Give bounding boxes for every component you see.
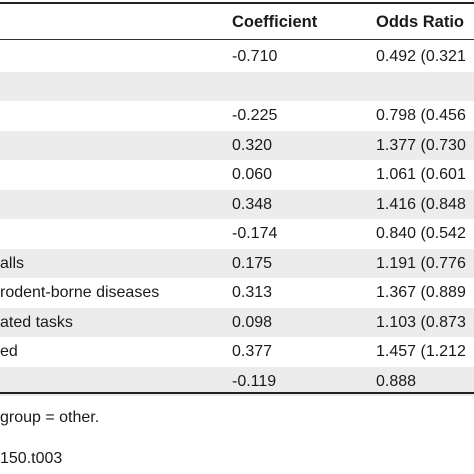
row-label: ated tasks (0, 313, 73, 331)
coefficient-cell: 0.320 (232, 136, 273, 154)
coefficient-cell: -0.225 (232, 107, 278, 124)
table-row: 0.348 1.416 (0.848 (0, 189, 474, 219)
table-row: 0.320 1.377 (0.730 (0, 130, 474, 160)
coefficient-cell: 0.060 (232, 166, 273, 183)
odds-ratio-cell: 1.457 (1.212 (376, 343, 466, 360)
table-footnote: group = other. (0, 409, 100, 426)
top-rule (0, 2, 474, 4)
table-body: -0.710 0.492 (0.321 -0.225 0.798 (0.456 0.32… (0, 42, 474, 396)
coefficient-cell: 0.313 (232, 284, 273, 301)
odds-ratio-cell: 1.377 (0.730 (376, 136, 466, 154)
table-row: -0.225 0.798 (0.456 (0, 101, 474, 131)
odds-ratio-cell: 1.191 (0.776 (376, 254, 466, 272)
coefficient-cell: 0.175 (232, 254, 273, 272)
table-row: ated tasks 0.098 1.103 (0.873 (0, 307, 474, 337)
odds-ratio-cell: 1.103 (0.873 (376, 313, 466, 331)
odds-ratio-cell: 1.416 (0.848 (376, 195, 466, 213)
table-row: alls 0.175 1.191 (0.776 (0, 248, 474, 278)
coefficient-cell: 0.098 (232, 313, 273, 331)
header-odds-ratio: Odds Ratio (376, 13, 465, 31)
coefficient-cell: -0.119 (232, 372, 277, 390)
bottom-rule (0, 392, 474, 394)
coefficient-cell: -0.710 (232, 48, 278, 65)
odds-ratio-cell: 1.367 (0.889 (376, 284, 466, 301)
header-coefficient: Coefficient (232, 13, 318, 31)
row-label: ed (0, 343, 18, 360)
table-row (0, 71, 474, 101)
table-row: ed 0.377 1.457 (1.212 (0, 337, 474, 367)
row-label: rodent-borne diseases (0, 284, 160, 301)
coefficient-cell: 0.348 (232, 195, 273, 213)
odds-ratio-cell: 1.061 (0.601 (376, 166, 466, 183)
header-rule (0, 39, 474, 40)
table-row: -0.710 0.492 (0.321 (0, 42, 474, 72)
odds-ratio-cell: 0.492 (0.321 (376, 48, 466, 65)
odds-ratio-cell: 0.888 (376, 372, 417, 390)
odds-ratio-cell: 0.840 (0.542 (376, 225, 466, 242)
table-doi: 150.t003 (0, 450, 63, 467)
coefficient-cell: 0.377 (232, 343, 273, 360)
row-label: alls (0, 254, 25, 272)
table-row: 0.060 1.061 (0.601 (0, 160, 474, 190)
table-row: -0.174 0.840 (0.542 (0, 219, 474, 249)
coefficient-cell: -0.174 (232, 225, 278, 242)
table-row: -0.119 0.888 (0, 366, 474, 396)
odds-ratio-cell: 0.798 (0.456 (376, 107, 466, 124)
table-row: rodent-borne diseases 0.313 1.367 (0.889 (0, 278, 474, 308)
